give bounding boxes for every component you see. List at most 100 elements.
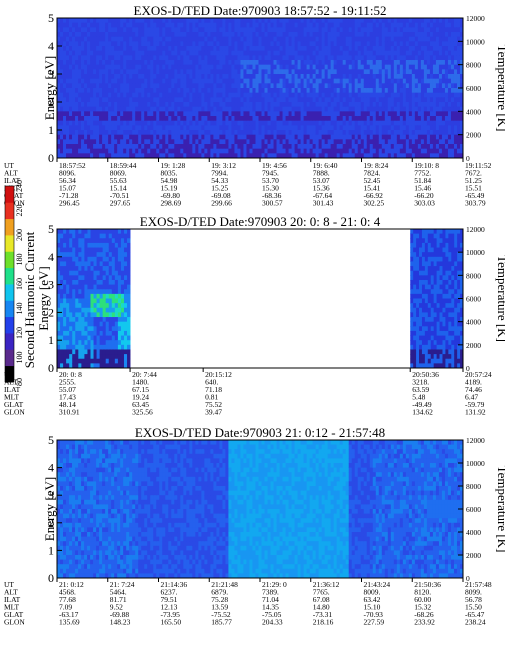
spectrogram-cell: [417, 153, 422, 159]
spectrogram-cell: [129, 116, 133, 122]
spectrogram-cell: [411, 18, 416, 24]
spectrogram-cell: [117, 298, 122, 304]
spectrogram-cell: [306, 22, 311, 28]
spectrogram-cell: [192, 120, 196, 126]
spectrogram-cell: [414, 116, 419, 122]
spectrogram-cell: [261, 102, 265, 108]
spectrogram-cell: [255, 55, 259, 61]
spectrogram-cell: [303, 153, 308, 159]
spectrogram-cell: [270, 139, 274, 145]
spectrogram-cell: [417, 78, 422, 84]
table-cell: -65.49: [465, 191, 485, 200]
spectrogram-cell: [459, 144, 464, 150]
spectrogram-cell: [297, 22, 301, 28]
spectrogram-cell: [318, 102, 323, 108]
spectrogram-cell: [210, 27, 214, 33]
spectrogram-cell: [243, 102, 247, 108]
spectrogram-cell: [303, 83, 308, 89]
spectrogram-cell: [90, 266, 94, 272]
spectrogram-cell: [93, 279, 97, 285]
spectrogram-cell: [105, 279, 110, 285]
spectrogram-cell: [72, 298, 76, 304]
spectrogram-cell: [195, 148, 199, 154]
spectrogram-cell: [126, 88, 130, 94]
spectrogram-cell: [57, 312, 61, 318]
spectrogram-cell: [198, 60, 202, 66]
spectrogram-cell: [423, 60, 428, 66]
spectrogram-cell: [267, 116, 271, 122]
spectrogram-cell: [315, 64, 320, 70]
spectrogram-cell: [60, 229, 64, 235]
spectrogram-cell: [294, 130, 298, 136]
spectrogram-cell: [354, 153, 359, 159]
spectrogram-cell: [207, 69, 211, 75]
spectrogram-cell: [75, 106, 79, 112]
spectrogram-cell: [120, 83, 124, 89]
spectrogram-cell: [261, 22, 265, 28]
spectrogram-cell: [150, 102, 154, 108]
spectrogram-cell: [84, 153, 88, 159]
spectrogram-cell: [75, 238, 79, 244]
spectrogram-cell: [84, 344, 88, 350]
spectrogram-cell: [258, 102, 262, 108]
spectrogram-cell: [354, 27, 359, 33]
spectrogram-cell: [357, 27, 362, 33]
spectrogram-cell: [294, 116, 298, 122]
spectrogram-cell: [183, 139, 187, 145]
spectrogram-cell: [416, 317, 420, 323]
spectrogram-cell: [387, 106, 392, 112]
spectrogram-cell: [456, 46, 461, 52]
spectrogram-cell: [342, 36, 347, 42]
spectrogram-cell: [159, 88, 163, 94]
spectrogram-cell: [417, 64, 422, 70]
spectrogram-cell: [441, 97, 446, 103]
spectrogram-cell: [441, 88, 446, 94]
spectrogram-cell: [105, 326, 110, 332]
spectrogram-cell: [429, 83, 434, 89]
spectrogram-cell: [270, 74, 274, 80]
spectrogram-cell: [198, 116, 202, 122]
spectrogram-cell: [450, 92, 455, 98]
spectrogram-cell: [285, 55, 289, 61]
spectrogram-cell: [127, 284, 131, 290]
spectrogram-cell: [408, 74, 413, 80]
spectrogram-cell: [258, 55, 262, 61]
spectrogram-cell: [369, 78, 374, 84]
spectrogram-cell: [111, 340, 116, 346]
spectrogram-cell: [306, 50, 311, 56]
spectrogram-cell: [66, 130, 70, 136]
spectrogram-cell: [222, 41, 226, 47]
spectrogram-cell: [78, 148, 82, 154]
spectrogram-cell: [105, 358, 110, 364]
spectrogram-cell: [96, 116, 100, 122]
spectrogram-cell: [369, 125, 374, 131]
spectrogram-cell: [267, 60, 271, 66]
spectrogram-cell: [261, 64, 265, 70]
spectrogram-cell: [336, 92, 341, 98]
spectrogram-cell: [189, 125, 193, 131]
spectrogram-cell: [63, 116, 67, 122]
spectrogram-cell: [108, 120, 112, 126]
spectrogram-cell: [375, 116, 380, 122]
spectrogram-cell: [459, 102, 464, 108]
spectrogram-cell: [396, 22, 401, 28]
spectrogram-cell: [63, 363, 67, 369]
spectrogram-cell: [321, 102, 326, 108]
spectrogram-cell: [333, 50, 338, 56]
spectrogram-cell: [105, 120, 109, 126]
spectrogram-cell: [192, 27, 196, 33]
spectrogram-cell: [441, 130, 446, 136]
spectrogram-cell: [441, 134, 446, 140]
spectrogram-cell: [120, 266, 125, 272]
spectrogram-cell: [105, 266, 110, 272]
spectrogram-cell: [102, 97, 106, 103]
spectrogram-cell: [399, 83, 404, 89]
spectrogram-cell: [162, 130, 166, 136]
spectrogram-cell: [222, 60, 226, 66]
spectrogram-cell: [114, 116, 118, 122]
spectrogram-cell: [84, 130, 88, 136]
spectrogram-cell: [426, 78, 431, 84]
spectrogram-cell: [411, 60, 416, 66]
spectrogram-cell: [315, 139, 320, 145]
spectrogram-cell: [108, 64, 112, 70]
